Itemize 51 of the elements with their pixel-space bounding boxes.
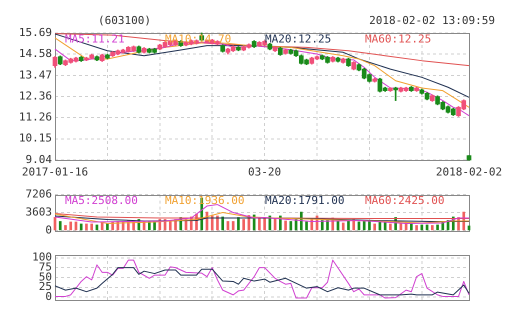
- x-tick-label: 2018-02-02: [436, 165, 502, 178]
- y-tick-label: 9.04: [26, 152, 52, 166]
- bar: [326, 220, 329, 230]
- bar: [64, 225, 67, 230]
- bar: [289, 221, 292, 230]
- bar: [226, 221, 230, 230]
- x-tick-label: 2017-01-16: [22, 165, 88, 178]
- bar: [90, 224, 94, 230]
- chart-title: (603100): [98, 14, 151, 27]
- bar: [468, 226, 470, 230]
- series-label: MA5:2508.00: [65, 194, 138, 207]
- text: 2018-02-02 13:09:59: [369, 14, 495, 27]
- bar: [216, 216, 219, 230]
- bar: [294, 219, 298, 230]
- series-label: MA20:1791.00: [265, 194, 344, 207]
- bar: [347, 220, 350, 230]
- bar: [242, 219, 245, 230]
- bar: [389, 224, 392, 230]
- bar: [305, 222, 308, 230]
- bar: [58, 221, 62, 230]
- bar: [284, 220, 287, 230]
- y-tick-label: 7206: [26, 187, 52, 200]
- bar: [430, 225, 434, 230]
- y-tick-label: 11.26: [18, 110, 52, 124]
- bar: [74, 222, 78, 230]
- y-tick-label: 14.58: [18, 47, 52, 60]
- bar: [415, 225, 418, 230]
- x-tick-label: 03-20: [248, 165, 282, 178]
- bar: [373, 224, 376, 230]
- bar: [342, 222, 345, 230]
- bar: [85, 224, 88, 230]
- y-tick-label: 13.47: [18, 68, 52, 82]
- bar: [54, 217, 56, 230]
- bar: [96, 224, 98, 230]
- series-label: MA60:2425.00: [365, 194, 444, 207]
- bar: [232, 221, 235, 230]
- series-label: MA20:12.25: [265, 32, 332, 46]
- y-tick-label: 10.15: [18, 132, 52, 145]
- y-tick-label: 12.36: [18, 89, 52, 102]
- bar: [426, 224, 428, 230]
- bar: [358, 222, 360, 230]
- bar: [420, 224, 424, 230]
- y-tick-label: 15.69: [18, 26, 52, 39]
- series-label: MA60:12.25: [365, 32, 432, 46]
- y-tick-label: 0: [45, 223, 52, 236]
- bar: [368, 221, 371, 230]
- bar: [80, 224, 83, 230]
- bar: [436, 224, 439, 230]
- bar: [69, 222, 72, 230]
- y-tick-label: 3603: [26, 205, 52, 218]
- bar: [336, 220, 340, 230]
